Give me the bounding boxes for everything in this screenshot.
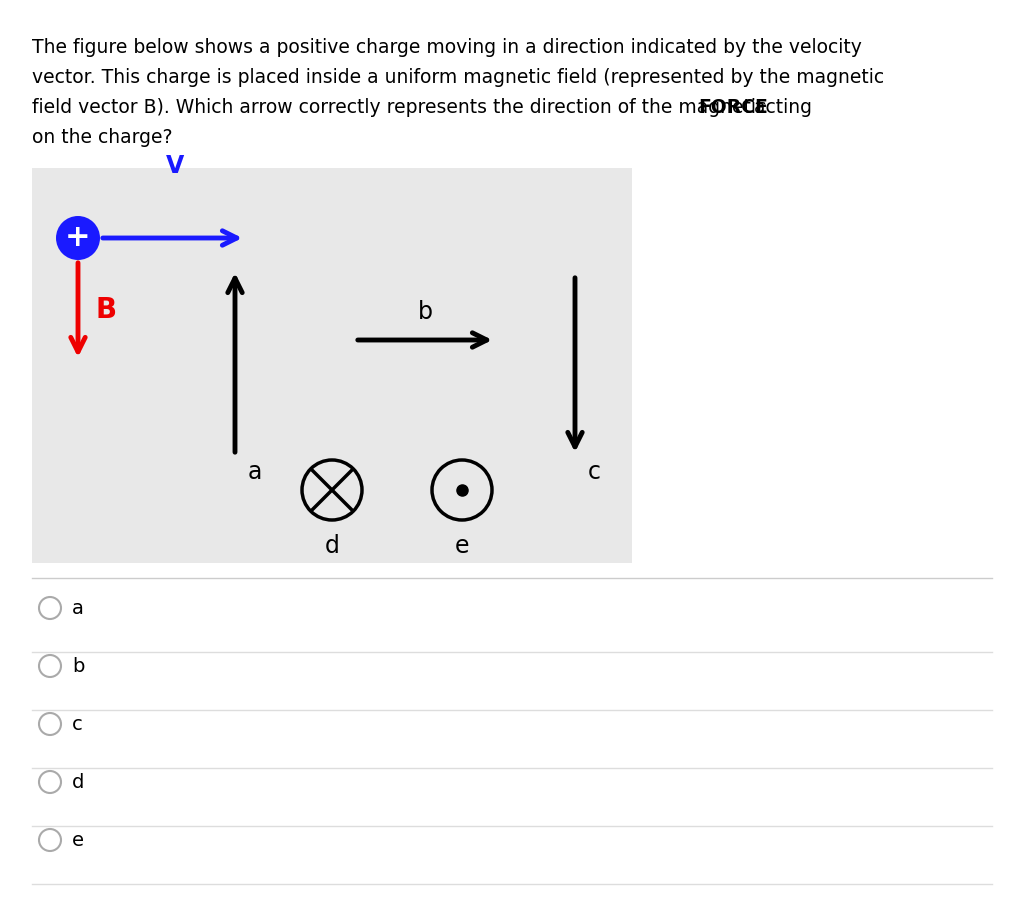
Text: e: e bbox=[72, 831, 84, 850]
Text: c: c bbox=[72, 715, 83, 734]
Text: acting: acting bbox=[748, 98, 812, 117]
Text: a: a bbox=[72, 599, 84, 618]
Text: B: B bbox=[96, 296, 117, 324]
Text: e: e bbox=[455, 534, 469, 558]
Bar bbox=[32, 168, 632, 563]
Text: d: d bbox=[325, 534, 339, 558]
Text: a: a bbox=[248, 460, 262, 484]
Text: vector. This charge is placed inside a uniform magnetic field (represented by th: vector. This charge is placed inside a u… bbox=[32, 68, 884, 87]
Text: on the charge?: on the charge? bbox=[32, 128, 172, 147]
Text: field vector B). Which arrow correctly represents the direction of the magnetic: field vector B). Which arrow correctly r… bbox=[32, 98, 772, 117]
Text: c: c bbox=[588, 460, 601, 484]
Circle shape bbox=[56, 216, 100, 260]
Text: +: + bbox=[66, 224, 91, 253]
Text: The figure below shows a positive charge moving in a direction indicated by the : The figure below shows a positive charge… bbox=[32, 38, 862, 57]
Text: b: b bbox=[72, 656, 84, 675]
Text: V: V bbox=[166, 154, 184, 178]
Text: FORCE: FORCE bbox=[698, 98, 768, 117]
Text: b: b bbox=[418, 300, 432, 324]
Text: d: d bbox=[72, 772, 84, 791]
